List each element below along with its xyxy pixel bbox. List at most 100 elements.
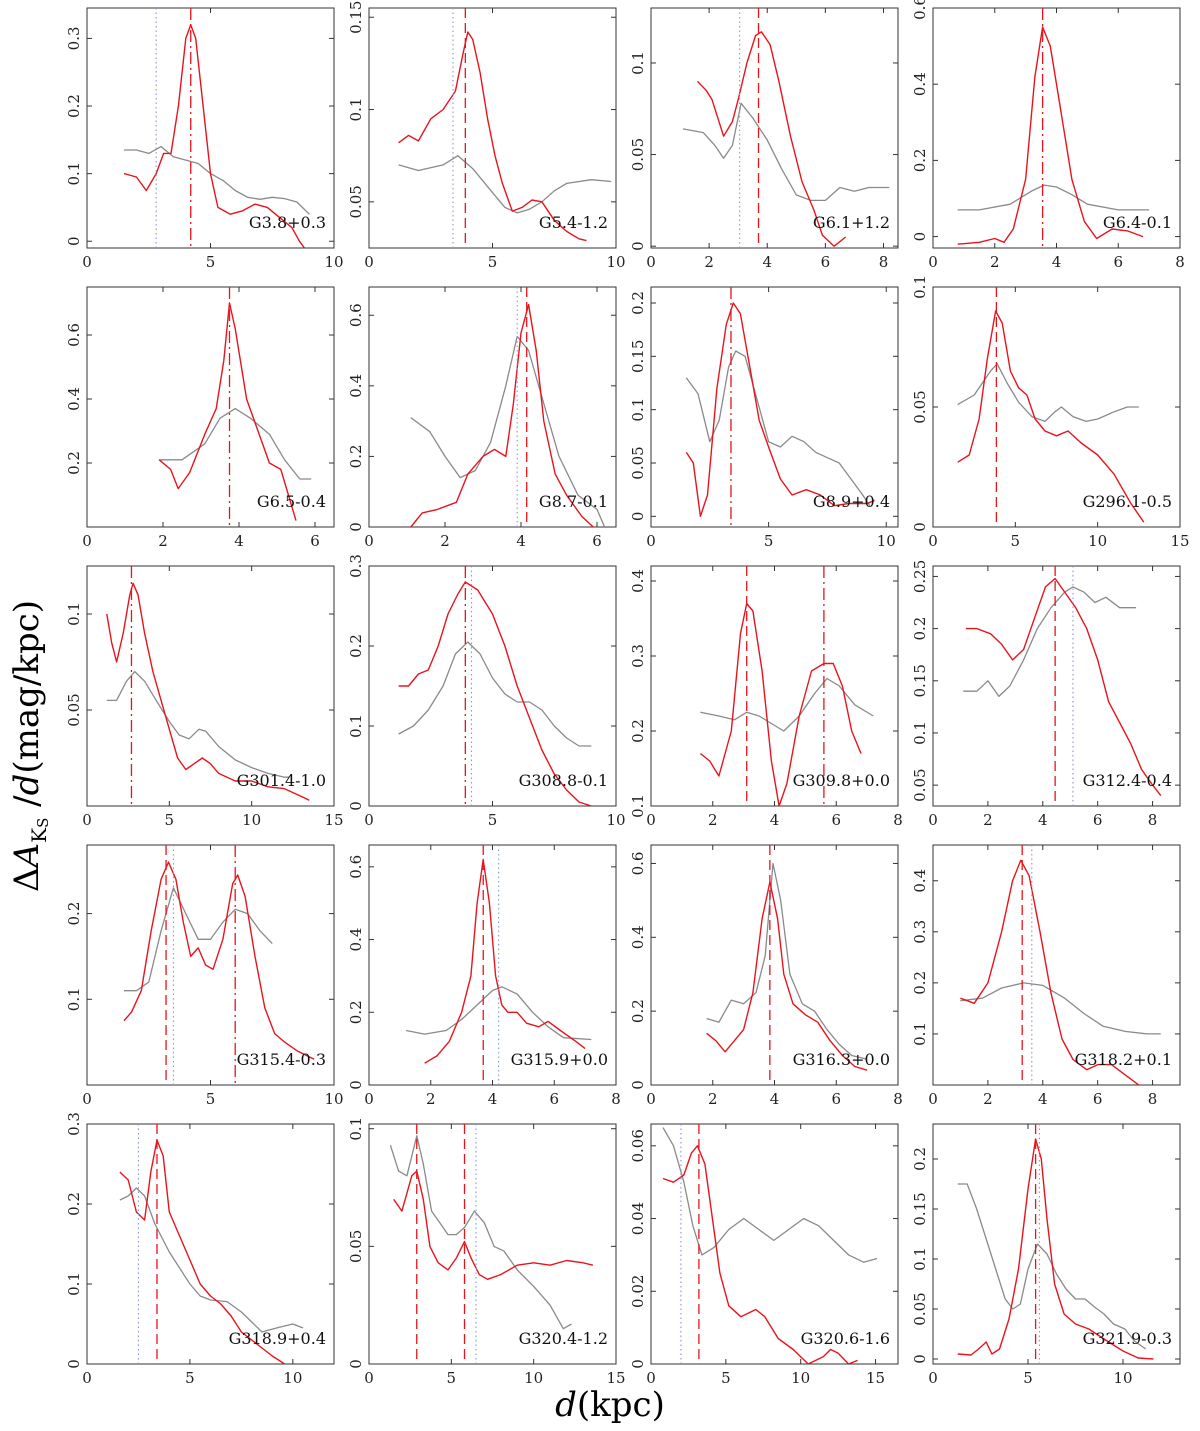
plot-frame <box>650 844 899 1086</box>
y-tick-label: 0 <box>911 232 929 242</box>
series-line-gray <box>119 1187 304 1333</box>
series-line-gray <box>682 102 890 202</box>
plot-area <box>123 8 310 248</box>
x-tick-label: 10 <box>324 1090 343 1108</box>
y-tick-label: 0.1 <box>911 721 929 745</box>
y-tick-label: 0.1 <box>629 398 647 422</box>
y-tick-label: 0 <box>347 1359 365 1369</box>
panel-label: G301.4-1.0 <box>237 771 326 790</box>
x-tick-label: 8 <box>611 1090 621 1108</box>
series-line-red <box>965 577 1162 797</box>
plot-area <box>410 287 606 527</box>
series-line-red <box>398 581 592 806</box>
plot-frame <box>86 844 335 1086</box>
plot-area <box>398 8 612 248</box>
y-tick-label: 0.15 <box>911 664 929 697</box>
series-line-gray <box>106 670 290 778</box>
plot-area <box>706 845 868 1085</box>
y-tick-label: 0 <box>911 522 929 532</box>
panel-g296-1-0-5: 0 5 10 15 0 0.05 0.1 G296.1-0.5 <box>911 275 1190 550</box>
panel-label: G320.6-1.6 <box>801 1329 890 1348</box>
x-tick-label: 5 <box>447 1369 457 1387</box>
x-tick-label: 6 <box>821 253 831 271</box>
y-tick-label: 0.06 <box>629 1129 647 1162</box>
plot-frame <box>932 7 1181 249</box>
x-tick-label: 5 <box>165 811 175 829</box>
series-line-red <box>106 582 310 801</box>
plot-frame <box>650 286 899 528</box>
panel-label: G3.8+0.3 <box>249 213 326 232</box>
panel-label: G308.8-0.1 <box>519 771 608 790</box>
series-line-gray <box>685 350 871 507</box>
y-tick-label: 0.1 <box>347 1117 365 1141</box>
plot-area <box>957 8 1150 248</box>
panel-g5-4-1-2: 0 5 10 0.05 0.1 0.15 G5.4-1.2 <box>347 1 626 271</box>
series-line-gray <box>957 184 1150 211</box>
panel-g3-8-0-3: 0 5 10 0 0.1 0.2 0.3 G3.8+0.3 <box>65 7 344 271</box>
series-line-gray <box>398 155 612 214</box>
y-tick-label: 0.6 <box>347 303 365 327</box>
x-tick-label: 10 <box>791 1369 810 1387</box>
series-line-gray <box>700 677 874 732</box>
panel-g6-5-0-4: 0 2 4 6 0.2 0.4 0.6 G6.5-0.4 <box>65 286 335 550</box>
plot-area <box>957 287 1145 527</box>
y-tick-label: 0.05 <box>911 390 929 423</box>
plot-frame <box>650 7 899 249</box>
plot-area <box>682 8 890 248</box>
panel-g8-7-0-1: 0 2 4 6 0 0.2 0.4 0.6 G8.7-0.1 <box>347 286 617 550</box>
x-tick-label: 2 <box>708 1090 718 1108</box>
y-tick-label: 0.1 <box>65 602 83 626</box>
y-tick-label: 0 <box>347 1080 365 1090</box>
series-line-red <box>706 881 868 1071</box>
x-tick-label: 8 <box>879 253 889 271</box>
series-line-gray <box>389 1135 572 1330</box>
y-tick-label: 0 <box>347 801 365 811</box>
y-tick-label: 0.4 <box>65 387 83 411</box>
x-tick-label: 2 <box>704 253 714 271</box>
series-line-red <box>123 24 305 248</box>
y-tick-label: 0.2 <box>911 1147 929 1171</box>
panel-label: G315.9+0.0 <box>511 1050 608 1069</box>
y-tick-label: 0.3 <box>629 644 647 668</box>
y-tick-label: 0 <box>629 512 647 522</box>
series-line-gray <box>957 363 1139 423</box>
x-tick-label: 6 <box>1093 1090 1103 1108</box>
y-tick-label: 0.2 <box>65 902 83 926</box>
series-line-gray <box>960 982 1161 1035</box>
x-tick-label: 0 <box>928 1090 938 1108</box>
panel-label: G318.9+0.4 <box>229 1329 326 1348</box>
y-tick-label: 0.2 <box>347 1000 365 1024</box>
panel-g309-8-0-0: 0 2 4 6 8 0.1 0.2 0.3 0.4 G309.8+0.0 <box>629 565 903 829</box>
plot-area <box>685 287 875 527</box>
series-line-red <box>123 861 315 1060</box>
x-tick-label: 0 <box>646 253 656 271</box>
panel-g312-4-0-4: 0 2 4 6 8 0.05 0.1 0.15 0.2 0.25 G312.4-0.4 <box>911 560 1181 829</box>
plot-frame <box>932 844 1181 1086</box>
y-tick-label: 0.3 <box>347 554 365 578</box>
y-tick-label: 0.1 <box>911 1022 929 1046</box>
series-line-gray <box>706 862 868 1060</box>
x-tick-label: 0 <box>646 532 656 550</box>
series-line-red <box>957 1138 1154 1360</box>
series-line-red <box>699 602 862 806</box>
panel-g308-8-0-1: 0 5 10 0 0.1 0.2 0.3 G308.8-0.1 <box>347 554 626 829</box>
plot-frame <box>650 1123 899 1365</box>
panel-label: G318.2+0.1 <box>1075 1050 1172 1069</box>
x-tick-label: 8 <box>1148 1090 1158 1108</box>
y-tick-label: 0.1 <box>629 51 647 75</box>
x-tick-label: 6 <box>592 532 602 550</box>
panel-label: G6.1+1.2 <box>813 213 890 232</box>
y-tick-label: 0 <box>65 1359 83 1369</box>
y-tick-label: 0 <box>629 1080 647 1090</box>
panel-g320-6-1-6: 0 5 10 15 0 0.02 0.04 0.06 G320.6-1.6 <box>629 1123 899 1387</box>
x-tick-label: 0 <box>646 1090 656 1108</box>
y-tick-label: 0.05 <box>347 1230 365 1263</box>
x-tick-label: 4 <box>1038 811 1048 829</box>
plot-frame <box>368 286 617 528</box>
y-tick-label: 0.2 <box>347 444 365 468</box>
y-tick-label: 0.2 <box>911 617 929 641</box>
panel-label: G312.4-0.4 <box>1083 771 1172 790</box>
x-tick-label: 2 <box>426 1090 436 1108</box>
y-tick-label: 0.1 <box>65 162 83 186</box>
x-tick-label: 2 <box>440 532 450 550</box>
